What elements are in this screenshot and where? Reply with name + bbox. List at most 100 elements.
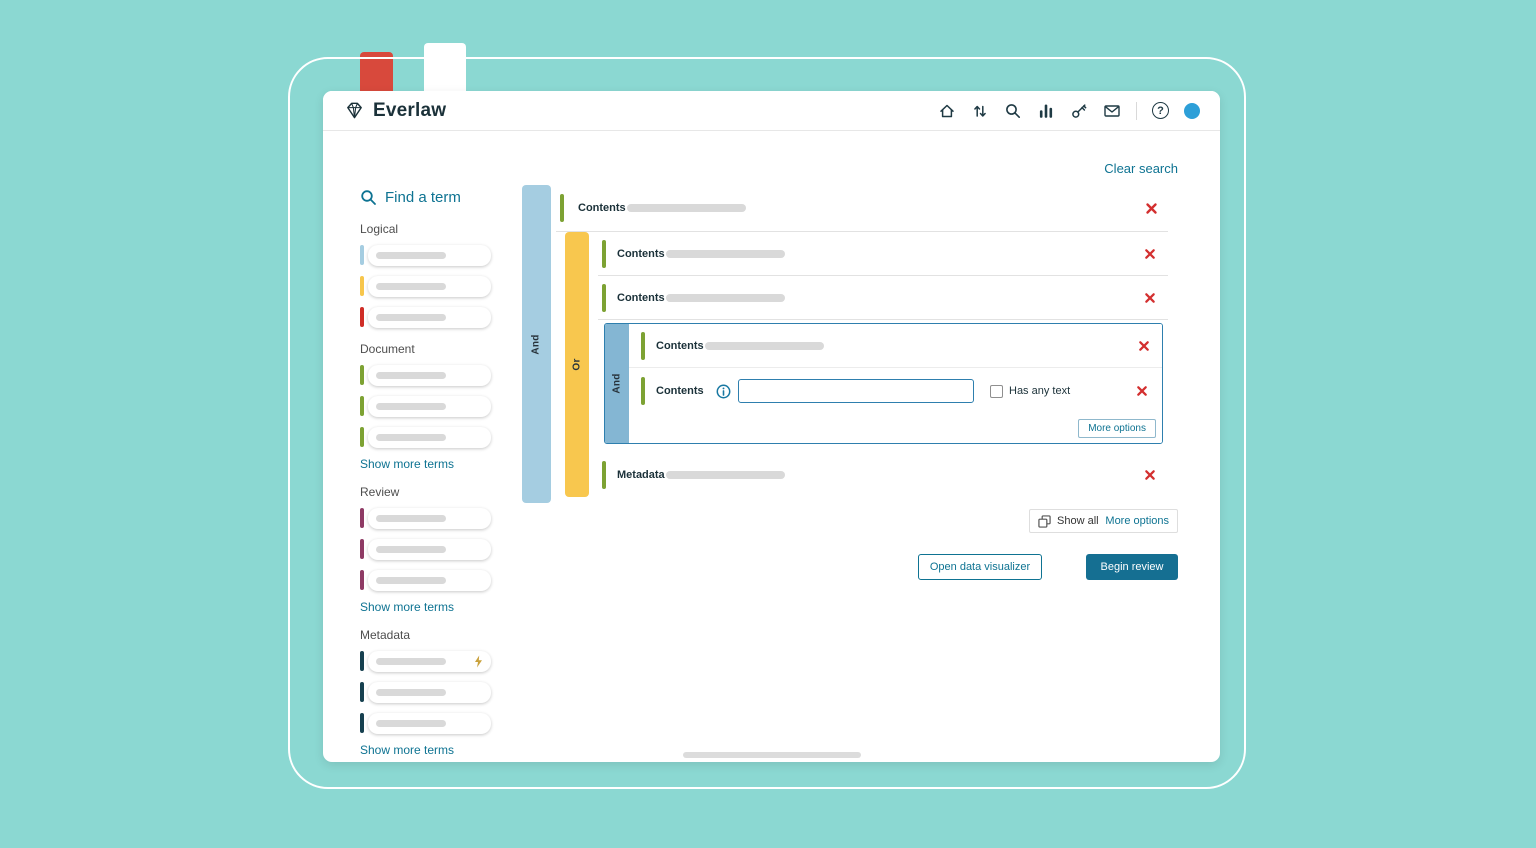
show-all-icon [1038, 514, 1051, 528]
help-icon[interactable]: ? [1152, 102, 1169, 119]
remove-row-button[interactable] [1144, 248, 1156, 260]
or-label: Or [571, 358, 583, 371]
placeholder-bar [705, 341, 824, 350]
placeholder-bar [376, 433, 446, 441]
placeholder-bar [376, 514, 446, 522]
sort-icon[interactable] [971, 102, 989, 120]
results-more-options-link[interactable]: More options [1105, 515, 1169, 527]
or-group: Or Contents Conte [556, 232, 1168, 497]
or-group-rows: Contents Contents [598, 232, 1168, 497]
remove-row-button[interactable] [1144, 469, 1156, 481]
show-more-terms-metadata[interactable]: Show more terms [360, 743, 455, 757]
show-more-terms-document[interactable]: Show more terms [360, 457, 455, 471]
app-window: Everlaw [323, 91, 1220, 762]
placeholder-bar [627, 204, 746, 212]
term-row [360, 712, 491, 734]
term-row [360, 681, 491, 703]
avatar[interactable] [1184, 102, 1200, 119]
row-color-bar [602, 239, 606, 268]
term-pill[interactable] [368, 650, 491, 672]
builder-rows: Contents Or Contents [556, 185, 1168, 497]
term-pill[interactable] [368, 275, 491, 297]
app-header: Everlaw [323, 91, 1220, 131]
chart-icon[interactable] [1037, 102, 1055, 120]
term-pill[interactable] [368, 244, 491, 266]
term-pill[interactable] [368, 364, 491, 386]
term-pill[interactable] [368, 306, 491, 328]
term-color-bar [360, 682, 364, 702]
outer-and-operator-bar[interactable]: And [522, 185, 551, 503]
row-color-bar [641, 377, 645, 405]
or-operator-bar[interactable]: Or [565, 232, 589, 497]
term-pill[interactable] [368, 395, 491, 417]
inner-and-label: And [611, 373, 623, 394]
row-color-bar [641, 331, 645, 360]
row-type-label: Metadata [617, 469, 665, 481]
term-row [360, 275, 491, 297]
everlaw-diamond-icon [343, 100, 366, 121]
term-value-input[interactable] [738, 379, 974, 403]
decor-tab-white [424, 43, 466, 91]
row-color-bar [602, 461, 606, 489]
more-options-button[interactable]: More options [1078, 419, 1156, 438]
placeholder-bar [376, 251, 446, 259]
term-color-bar [360, 276, 364, 296]
show-all-button[interactable]: Show all [1057, 515, 1099, 527]
term-color-bar [360, 651, 364, 671]
term-pill[interactable] [368, 507, 491, 529]
term-pill[interactable] [368, 712, 491, 734]
key-icon[interactable] [1070, 102, 1088, 120]
show-more-terms-review[interactable]: Show more terms [360, 600, 455, 614]
and-group-footer: More options [629, 414, 1162, 443]
placeholder-bar [376, 371, 446, 379]
remove-row-button[interactable] [1136, 385, 1148, 397]
find-term-label: Find a term [385, 188, 461, 206]
search-icon[interactable] [1004, 102, 1022, 120]
lightning-icon [474, 655, 483, 668]
term-color-bar [360, 307, 364, 327]
scrollbar-handle[interactable] [683, 752, 861, 758]
remove-row-button[interactable] [1144, 292, 1156, 304]
term-row [360, 244, 491, 266]
placeholder-bar [666, 293, 785, 302]
term-sidebar: Find a term Logical Document [360, 186, 491, 768]
term-color-bar [360, 508, 364, 528]
term-row [360, 650, 491, 672]
term-pill[interactable] [368, 538, 491, 560]
term-row [360, 364, 491, 386]
begin-review-button[interactable]: Begin review [1086, 554, 1178, 580]
query-row-contents-4: Contents [629, 324, 1162, 368]
home-icon[interactable] [938, 102, 956, 120]
find-term-button[interactable]: Find a term [360, 186, 491, 208]
info-icon[interactable] [716, 384, 731, 399]
placeholder-bar [376, 313, 446, 321]
term-pill[interactable] [368, 569, 491, 591]
term-pill[interactable] [368, 426, 491, 448]
term-color-bar [360, 245, 364, 265]
term-row [360, 569, 491, 591]
term-pill[interactable] [368, 681, 491, 703]
term-row [360, 426, 491, 448]
term-color-bar [360, 365, 364, 385]
query-row-contents-2: Contents [598, 232, 1168, 276]
row-color-bar [602, 283, 606, 312]
has-any-text-checkbox[interactable] [990, 384, 1003, 398]
inner-and-operator-bar[interactable]: And [605, 324, 629, 443]
query-row-contents-3: Contents [598, 276, 1168, 320]
outer-and-label: And [531, 333, 542, 355]
query-row-metadata: Metadata [598, 453, 1168, 497]
placeholder-bar [376, 688, 446, 696]
header-divider [1136, 101, 1137, 120]
brand-logo[interactable]: Everlaw [343, 100, 446, 122]
remove-row-button[interactable] [1138, 340, 1150, 352]
placeholder-bar [666, 249, 785, 258]
term-color-bar [360, 427, 364, 447]
remove-row-button[interactable] [1145, 202, 1158, 215]
section-label-review: Review [360, 485, 400, 499]
row-type-label: Contents [617, 291, 665, 304]
open-data-visualizer-button[interactable]: Open data visualizer [918, 554, 1042, 580]
has-any-text-label: Has any text [1009, 385, 1071, 397]
clear-search-link[interactable]: Clear search [1104, 161, 1178, 176]
term-color-bar [360, 396, 364, 416]
mail-icon[interactable] [1103, 102, 1121, 120]
